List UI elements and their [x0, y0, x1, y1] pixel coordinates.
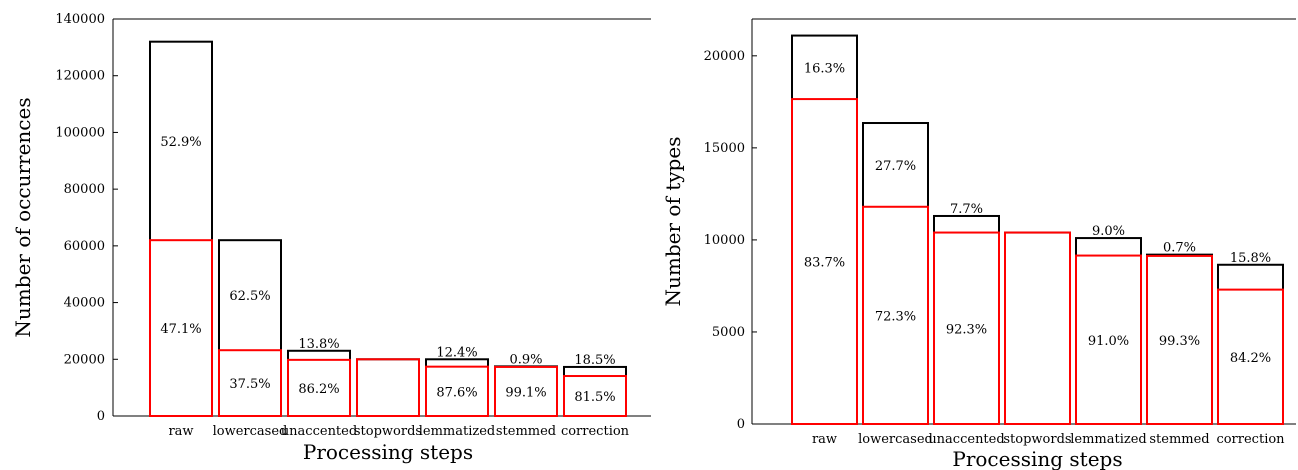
chart1-bar-remaining — [1075, 254, 1142, 425]
chart0-xtick-label: unaccented — [281, 424, 357, 439]
chart0-ytick-label: 120000 — [55, 69, 105, 84]
chart1-pct-lower: 83.7% — [804, 256, 845, 271]
chart0-y-axis-title: Number of occurrences — [11, 97, 35, 337]
chart1-pct-upper: 27.7% — [875, 159, 916, 174]
chart0-pct-lower: 81.5% — [574, 390, 615, 405]
chart0-bar-remaining — [494, 365, 558, 417]
chart0-ytick-label: 0 — [97, 409, 105, 424]
chart0-ytick-label: 140000 — [55, 12, 105, 27]
chart0-bar-total — [149, 40, 213, 418]
chart1-ytick-label: 20000 — [704, 49, 745, 64]
chart1-xtick-label: lemmatized — [1070, 432, 1147, 447]
chart1-bar-remaining — [933, 231, 1000, 425]
chart1-pct-lower: 99.3% — [1159, 334, 1200, 349]
chart1-pct-upper: 15.8% — [1230, 251, 1271, 266]
chart1-ytick-label: 0 — [737, 417, 745, 432]
chart1-bar-total — [1075, 237, 1142, 425]
chart0-xtick-label: stemmed — [496, 424, 556, 439]
chart0-ytick-label: 60000 — [64, 239, 105, 254]
chart0-xtick-label: lemmatized — [419, 424, 496, 439]
chart1-xtick-label: lowercased — [858, 432, 933, 447]
chart0-bar-remaining — [287, 358, 351, 417]
chart1-xtick-label: unaccented — [928, 432, 1004, 447]
chart0-bar-remaining — [218, 349, 282, 417]
chart0-xtick-label: lowercased — [213, 424, 288, 439]
chart0-pct-upper: 52.9% — [160, 135, 201, 150]
chart0-bar-remaining — [356, 358, 420, 417]
chart0-x-axis-title: Processing steps — [303, 440, 473, 464]
chart0-pct-upper: 13.8% — [298, 337, 339, 352]
chart0-pct-upper: 18.5% — [574, 353, 615, 368]
chart0-pct-lower: 47.1% — [160, 322, 201, 337]
chart1-bar-remaining — [1004, 231, 1071, 425]
chart0-pct-upper: 62.5% — [229, 289, 270, 304]
chart0-bar-total — [356, 358, 420, 417]
chart1-bar-total — [1004, 231, 1071, 425]
chart1-y-axis-title: Number of types — [661, 137, 685, 307]
chart0-bar-remaining — [149, 239, 213, 417]
chart1-bar-remaining — [862, 205, 929, 425]
chart1-xtick-label: stemmed — [1149, 432, 1209, 447]
chart1-pct-lower: 91.0% — [1088, 334, 1129, 349]
chart1-bar-total — [933, 214, 1000, 425]
chart0-pct-upper: 0.9% — [509, 352, 542, 367]
chart1-xtick-label: raw — [812, 432, 837, 447]
chart0-bar-remaining — [563, 375, 627, 417]
chart0-ytick-label: 40000 — [64, 296, 105, 311]
chart0-bar-remaining — [425, 365, 489, 417]
chart1-bar-remaining — [791, 98, 858, 425]
chart1-bar-total — [791, 34, 858, 426]
chart1-pct-upper: 9.0% — [1092, 224, 1125, 239]
chart0-ytick-label: 20000 — [64, 352, 105, 367]
chart1-pct-upper: 0.7% — [1163, 241, 1196, 256]
chart1-pct-upper: 16.3% — [804, 61, 845, 76]
chart0-ytick-label: 100000 — [55, 125, 105, 140]
chart0-pct-lower: 87.6% — [436, 385, 477, 400]
chart0-xtick-label: stopwords — [354, 424, 422, 439]
chart1-x-axis-title: Processing steps — [952, 447, 1122, 470]
chart0-xtick-label: correction — [561, 424, 630, 439]
chart1-pct-upper: 7.7% — [950, 202, 983, 217]
chart1-pct-lower: 92.3% — [946, 322, 987, 337]
chart0-ytick-label: 80000 — [64, 182, 105, 197]
chart0-pct-lower: 99.1% — [505, 385, 546, 400]
chart1-ytick-label: 10000 — [704, 233, 745, 248]
chart1-bar-remaining — [1217, 288, 1284, 426]
chart0-xtick-label: raw — [168, 424, 193, 439]
chart1-ytick-label: 5000 — [712, 325, 745, 340]
chart1-ytick-label: 15000 — [704, 141, 745, 156]
chart1-xtick-label: stopwords — [1003, 432, 1071, 447]
chart1-bar-remaining — [1146, 254, 1213, 425]
chart1-xtick-label: correction — [1216, 432, 1285, 447]
chart0-pct-lower: 37.5% — [229, 377, 270, 392]
chart1-pct-lower: 72.3% — [875, 309, 916, 324]
chart0-pct-lower: 86.2% — [298, 382, 339, 397]
chart1-pct-lower: 84.2% — [1230, 351, 1271, 366]
chart0-pct-upper: 12.4% — [436, 345, 477, 360]
